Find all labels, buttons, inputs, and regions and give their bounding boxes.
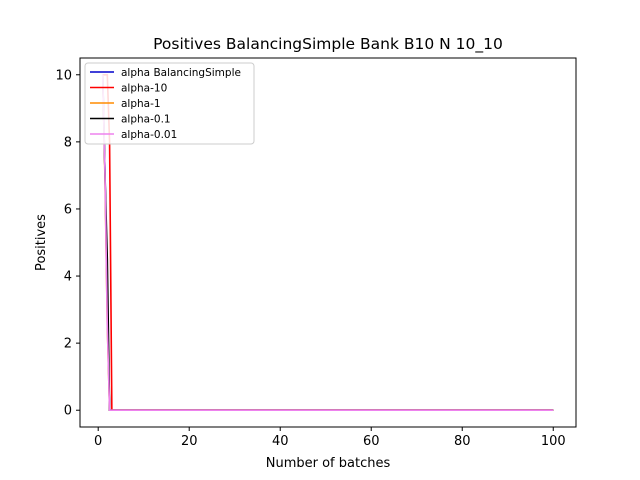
x-axis-ticks: 0 20 40 60 80 100 bbox=[94, 427, 566, 449]
x-tick-label-2: 40 bbox=[272, 434, 289, 449]
plot-frame bbox=[79, 57, 577, 428]
y-axis-label: Positives bbox=[34, 214, 49, 271]
legend-label-2: alpha-1 bbox=[121, 98, 161, 110]
y-tick-label-0: 0 bbox=[64, 404, 72, 419]
y-tick-label-5: 10 bbox=[55, 68, 72, 83]
chart-title: Positives BalancingSimple Bank B10 N 10_… bbox=[153, 35, 503, 54]
y-axis-ticks: 0 2 4 6 8 10 bbox=[55, 68, 80, 419]
x-tick-label-3: 60 bbox=[363, 434, 380, 449]
legend-box bbox=[84, 62, 255, 145]
x-tick-label-5: 100 bbox=[541, 434, 566, 449]
legend-label-4: alpha-0.01 bbox=[121, 129, 177, 141]
legend: alpha BalancingSimple alpha-10 alpha-1 alph… bbox=[84, 62, 255, 145]
legend-label-3: alpha-0.1 bbox=[121, 113, 171, 125]
y-tick-label-2: 4 bbox=[64, 270, 72, 285]
x-tick-label-4: 80 bbox=[454, 434, 471, 449]
y-tick-label-1: 2 bbox=[64, 337, 72, 352]
x-tick-label-1: 20 bbox=[181, 434, 198, 449]
y-tick-label-3: 6 bbox=[64, 202, 72, 217]
legend-label-0: alpha BalancingSimple bbox=[121, 67, 241, 79]
x-tick-label-0: 0 bbox=[94, 434, 102, 449]
legend-label-1: alpha-10 bbox=[121, 82, 167, 94]
x-axis-label: Number of batches bbox=[266, 456, 391, 471]
y-tick-label-4: 8 bbox=[64, 135, 72, 150]
